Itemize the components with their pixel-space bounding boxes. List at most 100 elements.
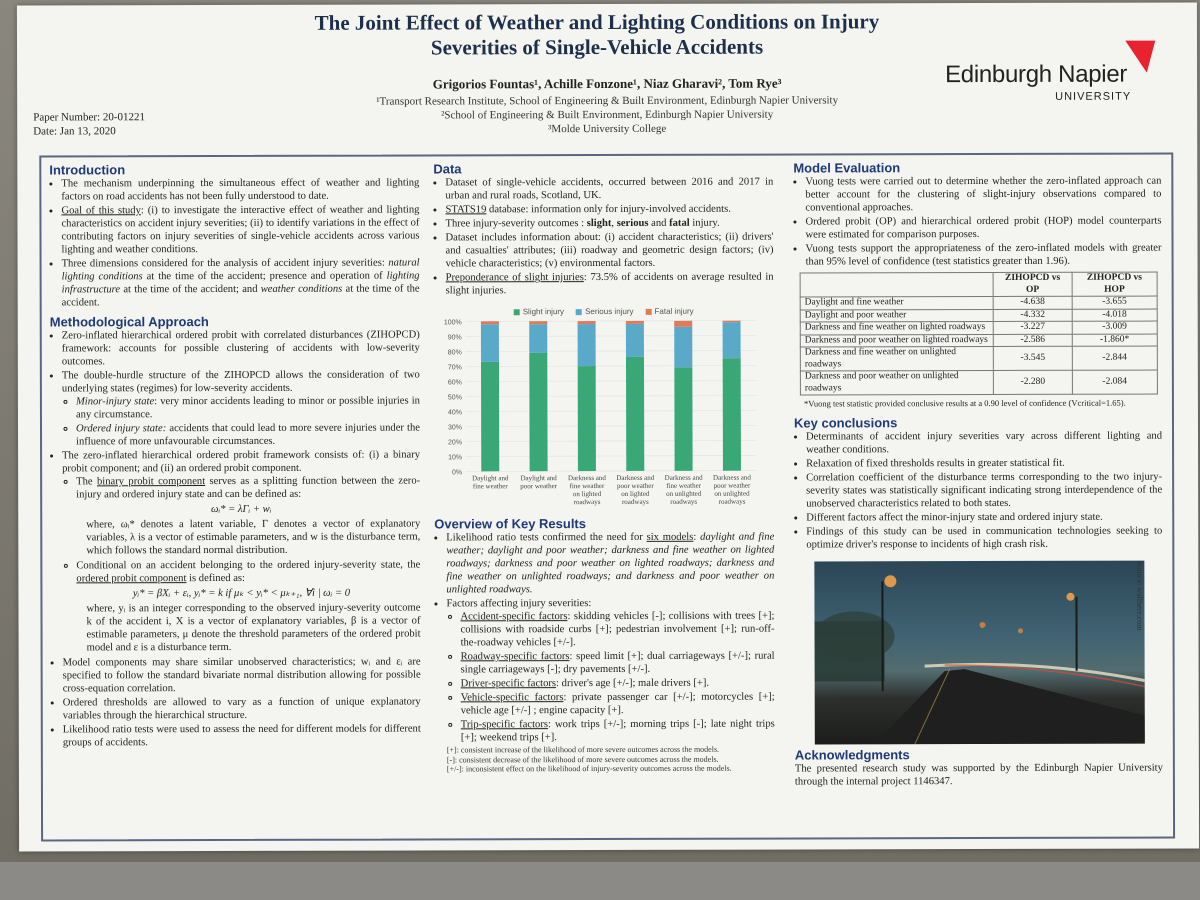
ack-text: The presented research study was support… [794, 762, 1163, 788]
data-bullet: Three injury-severity outcomes : slight,… [445, 217, 773, 231]
gridline [465, 395, 756, 397]
sign-key: [+]: consistent increase of the likeliho… [447, 745, 775, 774]
vuong-table: ZIHOPCD vs OP ZIHOPCD vs HOP Daylight an… [800, 272, 1158, 396]
stats19-label: STATS19 [445, 204, 487, 216]
method-b2: The double-hurdle structure of the ZIHOP… [61, 369, 420, 395]
evaluation-list: Vuong tests were carried out to determin… [793, 175, 1161, 269]
table-cell: Darkness and fine weather on unlighted r… [800, 346, 994, 371]
gridline [466, 440, 757, 442]
intro-b3f: weather conditions [260, 283, 343, 295]
intro-b3c: at the time of the accident; presence an… [142, 270, 387, 283]
poster: The Joint Effect of Weather and Lighting… [16, 2, 1200, 852]
affiliation-3: ³Molde University College [548, 122, 667, 136]
gridline [466, 470, 757, 472]
equation-2-description: where, yᵢ is an integer corresponding to… [86, 602, 421, 654]
intro-bullet: The mechanism underpinning the simultane… [61, 176, 419, 203]
conclusion-item: Relaxation of fixed thresholds results i… [806, 457, 1162, 471]
table-cell: -3.009 [1071, 321, 1158, 334]
evaluation-b2: Ordered probit (OP) and hierarchical ord… [805, 215, 1162, 241]
tree-shape [814, 611, 895, 662]
method-b6: Likelihood ratio tests were used to asse… [62, 723, 421, 749]
conclusion-item: Correlation coefficient of the disturban… [806, 471, 1162, 511]
method-subbullet: Ordered injury state: accidents that cou… [76, 421, 420, 448]
data-bullet: Dataset of single-vehicle accidents, occ… [445, 176, 773, 203]
column-right: Model Evaluation Vuong tests were carrie… [793, 160, 1163, 789]
x-category-label-line: on lighted [621, 490, 650, 498]
method-s3b: binary probit component [96, 476, 206, 488]
legend-item: Slight injury [513, 305, 564, 318]
gridline [465, 320, 756, 322]
bar-segment [625, 356, 645, 471]
method-sublist: Conditional on an accident belonging to … [62, 558, 420, 585]
x-category-label: Daylight and fine weather [472, 474, 509, 490]
evaluation-bullet: Vuong tests support the appropriateness … [806, 242, 1162, 269]
photo-source: Source: wallhere.com [1135, 560, 1145, 631]
y-tick-label: 50% [448, 394, 462, 401]
bar-segment [674, 326, 693, 368]
intro-b3a: Three dimensions considered for the anal… [61, 257, 389, 270]
method-s2a: Ordered injury state: [75, 423, 167, 435]
y-tick-label: 90% [448, 334, 462, 341]
overview-heading: Overview of Key Results [434, 516, 587, 532]
factor-item: Driver-specific factors: driver's age [+… [461, 677, 775, 691]
bar-segment [480, 361, 500, 472]
table-cell: -3.655 [1071, 296, 1158, 309]
x-category-label: Darkness and fine weather on unlighted road… [665, 474, 703, 506]
intro-bullet: Three dimensions considered for the anal… [62, 256, 420, 309]
equation-binary-probit: ωᵢ* = λΓᵢ + wᵢ [210, 503, 272, 516]
table-row: Daylight and poor weather -4.332 -4.018 [800, 308, 1158, 322]
bar-segment [722, 320, 741, 323]
evaluation-bullet: Ordered probit (OP) and hierarchical ord… [805, 215, 1161, 242]
gridline [465, 365, 756, 367]
y-tick-label: 60% [448, 379, 462, 386]
x-category-label-line: Darkness and [616, 474, 654, 482]
overview-bullet: Likelihood ratio tests confirmed the nee… [446, 531, 774, 597]
table-row: Darkness and poor weather on lighted roa… [800, 333, 1158, 347]
foggy-road-photo: Source: wallhere.com [814, 560, 1145, 745]
table-cell: Darkness and poor weather on unlighted r… [800, 370, 994, 395]
method-heading: Methodological Approach [49, 314, 209, 330]
table-cell: -3.545 [993, 346, 1072, 371]
table-row: Daylight and fine weather -4.638 -3.655 [800, 296, 1158, 310]
overview-b1b: six models [646, 531, 694, 543]
bar-segment [480, 324, 499, 362]
bar-segment [577, 324, 596, 367]
method-s1a: Minor-injury state [75, 396, 155, 408]
legend-label: Fatal injury [654, 306, 694, 316]
y-tick-label: 20% [448, 439, 462, 446]
ack-heading: Acknowledgments [794, 747, 910, 763]
y-tick-label: 40% [448, 409, 462, 416]
factor-text: : driver's age [+/-]; male drivers [+]. [556, 677, 710, 690]
data-list: Dataset of single-vehicle accidents, occ… [433, 176, 773, 298]
table-cell: -1.860* [1071, 333, 1158, 347]
y-tick-label: 0% [452, 469, 462, 476]
method-s4b: ordered probit component [76, 573, 187, 585]
factor-item: Accident-specific factors: skidding vehi… [460, 610, 774, 650]
university-logo: Edinburgh Napier UNIVERSITY [945, 40, 1165, 112]
affiliations: ¹Transport Research Institute, School of… [277, 93, 937, 137]
table-cell: Darkness and poor weather on lighted roa… [800, 333, 994, 347]
street-lamp-icon [1018, 628, 1024, 634]
table-row: Darkness and fine weather on unlighted r… [800, 346, 1158, 371]
legend-item: Fatal injury [645, 305, 694, 318]
table-row: Darkness and poor weather on unlighted r… [800, 370, 1158, 395]
method-bullet: Zero-inflated hierarchical ordered probi… [62, 328, 420, 368]
table-cell: -2.844 [1071, 346, 1158, 371]
method-bullet: The double-hurdle structure of the ZIHOP… [62, 368, 420, 448]
factor-label: Vehicle-specific factors [460, 692, 564, 704]
method-bullet: Ordered thresholds are allowed to vary a… [63, 695, 421, 722]
data-b2: database: information only for injury-in… [486, 203, 731, 216]
road-shape [874, 669, 1145, 745]
data-b3b: slight [586, 217, 612, 230]
y-tick-label: 30% [448, 424, 462, 431]
method-subbullet: Conditional on an accident belonging to … [76, 558, 420, 585]
factor-item: Vehicle-specific factors: private passen… [461, 691, 775, 718]
method-b3: The zero-inflated hierarchical ordered p… [62, 449, 421, 475]
gridline [465, 380, 756, 382]
x-category-label: Darkness and poor weather on lighted roadwa… [616, 474, 654, 506]
gridline [465, 335, 756, 337]
photo-illustration [814, 575, 1145, 745]
bar-segment [529, 352, 548, 472]
x-category-label-line: poor weather [617, 482, 654, 490]
data-b1: Dataset of single-vehicle accidents, occ… [445, 176, 774, 202]
